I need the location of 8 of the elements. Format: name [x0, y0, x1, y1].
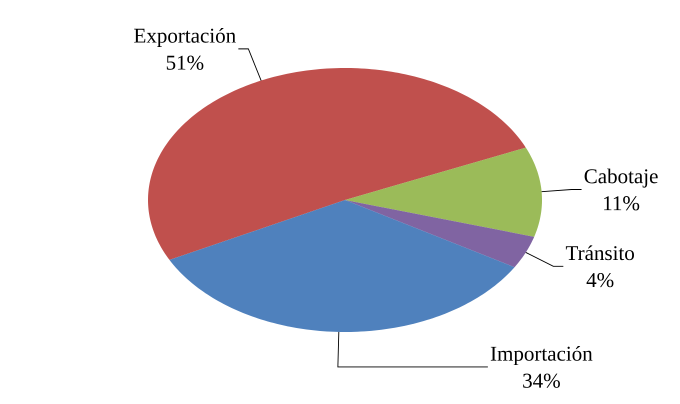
data-label: 34% [523, 374, 560, 388]
slice-label: Importación [490, 346, 592, 366]
slice-label: Cabotaje [584, 168, 658, 188]
data-label: 11% [604, 196, 640, 210]
data-label: 4% [586, 273, 614, 288]
slice-label: Tránsito [566, 245, 634, 260]
slice-label: Exportación [134, 28, 236, 48]
data-label: 51% [166, 56, 204, 70]
